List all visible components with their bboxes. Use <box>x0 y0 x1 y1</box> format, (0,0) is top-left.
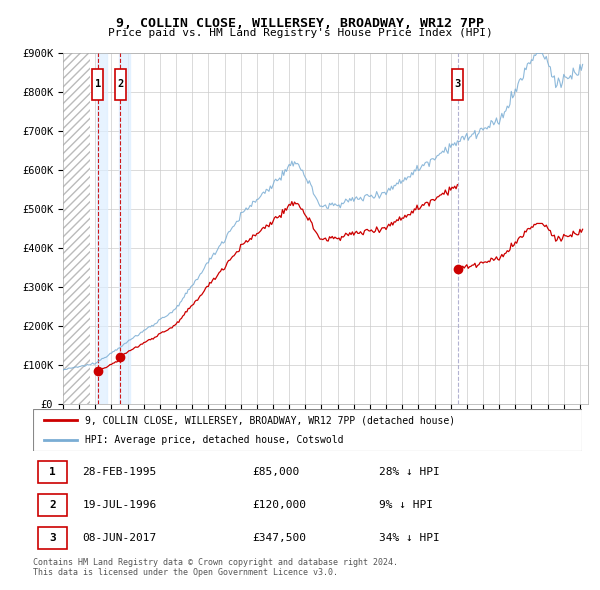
Bar <box>97 53 107 404</box>
Text: £347,500: £347,500 <box>253 533 307 543</box>
Text: Price paid vs. HM Land Registry's House Price Index (HPI): Price paid vs. HM Land Registry's House … <box>107 28 493 38</box>
Bar <box>38 461 67 483</box>
Bar <box>115 68 126 100</box>
Text: £120,000: £120,000 <box>253 500 307 510</box>
Bar <box>452 68 463 100</box>
Bar <box>38 527 67 549</box>
Text: HPI: Average price, detached house, Cotswold: HPI: Average price, detached house, Cots… <box>85 435 344 445</box>
Bar <box>63 53 90 404</box>
Text: 28-FEB-1995: 28-FEB-1995 <box>82 467 157 477</box>
Text: 2: 2 <box>49 500 56 510</box>
Text: £85,000: £85,000 <box>253 467 300 477</box>
Text: 9% ↓ HPI: 9% ↓ HPI <box>379 500 433 510</box>
Bar <box>92 68 103 100</box>
Text: 3: 3 <box>49 533 56 543</box>
Text: 9, COLLIN CLOSE, WILLERSEY, BROADWAY, WR12 7PP (detached house): 9, COLLIN CLOSE, WILLERSEY, BROADWAY, WR… <box>85 415 455 425</box>
Text: 1: 1 <box>49 467 56 477</box>
Text: 1: 1 <box>95 79 101 89</box>
Text: This data is licensed under the Open Government Licence v3.0.: This data is licensed under the Open Gov… <box>33 568 338 576</box>
Bar <box>119 53 130 404</box>
Text: 34% ↓ HPI: 34% ↓ HPI <box>379 533 440 543</box>
Text: Contains HM Land Registry data © Crown copyright and database right 2024.: Contains HM Land Registry data © Crown c… <box>33 558 398 566</box>
Bar <box>38 494 67 516</box>
Text: 08-JUN-2017: 08-JUN-2017 <box>82 533 157 543</box>
Text: 2: 2 <box>117 79 124 89</box>
Text: 9, COLLIN CLOSE, WILLERSEY, BROADWAY, WR12 7PP: 9, COLLIN CLOSE, WILLERSEY, BROADWAY, WR… <box>116 17 484 30</box>
Text: 3: 3 <box>455 79 461 89</box>
Text: 19-JUL-1996: 19-JUL-1996 <box>82 500 157 510</box>
Text: 28% ↓ HPI: 28% ↓ HPI <box>379 467 440 477</box>
